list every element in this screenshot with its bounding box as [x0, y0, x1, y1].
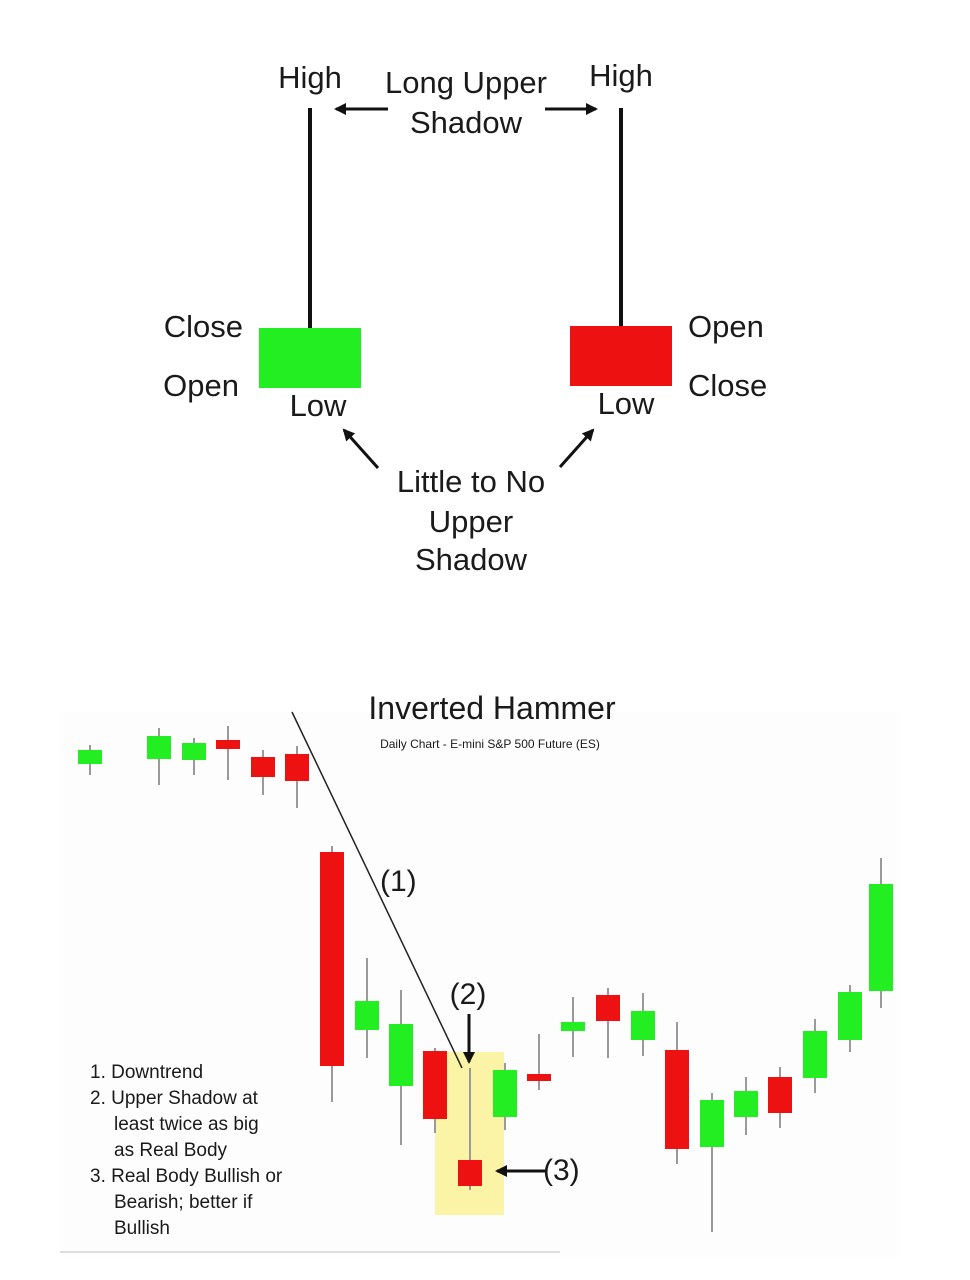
lower-shadow-note-line-1: Little to No [397, 464, 545, 499]
candle-22-body [838, 992, 862, 1040]
candle-17-body [665, 1050, 689, 1149]
callout-1-label: (1) [380, 865, 417, 898]
candle-10-body [423, 1051, 447, 1119]
note-3-line-1: 3. Real Body Bullish or [90, 1166, 283, 1187]
candle-19-body [734, 1091, 758, 1117]
candle-12-body [493, 1070, 517, 1117]
callout-2-label: (2) [450, 978, 487, 1011]
chart-title: Inverted Hammer [368, 690, 616, 726]
right-candle-low-label: Low [598, 386, 655, 421]
candle-23-body [869, 884, 893, 991]
candle-4-body [216, 740, 240, 749]
candle-7-body [320, 852, 344, 1066]
left-candle-high-label: High [278, 60, 342, 95]
candle-5-body [251, 757, 275, 777]
candle-18-body [700, 1100, 724, 1147]
left-candle-close-label: Close [164, 309, 243, 344]
upper-shadow-note: Long Upper Shadow [334, 65, 598, 140]
up-left-arrow [342, 428, 380, 470]
note-1-line-1: 1. Downtrend [90, 1062, 203, 1083]
bottom-chart: Inverted Hammer Daily Chart - E-mini S&P… [60, 690, 900, 1257]
callout-3-label: (3) [543, 1154, 580, 1187]
lower-shadow-note: Little to No Upper Shadow [342, 428, 595, 577]
note-2-line-3: as Real Body [114, 1140, 228, 1161]
right-candle-open-label: Open [688, 309, 764, 344]
right-candle-close-label: Close [688, 368, 767, 403]
candle-14-body [561, 1022, 585, 1031]
left-candle-body [259, 328, 361, 388]
candles [78, 726, 893, 1232]
candle-1-body [78, 750, 102, 764]
left-candle-low-label: Low [290, 388, 347, 423]
top-diagram: High Close Open Low High Open Close Low … [163, 58, 767, 577]
candle-8-body [355, 1001, 379, 1030]
candle-21-body [803, 1031, 827, 1078]
lower-shadow-note-line-3: Shadow [415, 542, 528, 577]
left-candle: High Close Open Low [163, 60, 361, 423]
candle-13-body [527, 1074, 551, 1081]
upper-shadow-note-line-1: Long Upper [385, 65, 547, 100]
note-2-line-1: 2. Upper Shadow at [90, 1088, 259, 1109]
right-candle: High Open Close Low [570, 58, 767, 421]
left-candle-open-label: Open [163, 368, 239, 403]
downtrend-line [291, 711, 463, 1069]
note-3-line-2: Bearish; better if [114, 1192, 253, 1213]
candle-20-body [768, 1077, 792, 1113]
candle-2-body [147, 736, 171, 759]
up-right-arrow [558, 428, 595, 468]
candle-9-body [389, 1024, 413, 1086]
candle-16-body [631, 1011, 655, 1040]
candle-6-body [285, 754, 309, 781]
candle-11-body [458, 1160, 482, 1186]
pattern-notes: 1. Downtrend 2. Upper Shadow at least tw… [90, 1062, 283, 1239]
right-candle-body [570, 326, 672, 386]
candle-15-body [596, 995, 620, 1021]
note-2-line-2: least twice as big [114, 1114, 259, 1135]
note-3-line-3: Bullish [114, 1218, 170, 1239]
upper-shadow-note-line-2: Shadow [410, 105, 523, 140]
chart-subtitle: Daily Chart - E-mini S&P 500 Future (ES) [380, 737, 600, 751]
candle-3-body [182, 743, 206, 760]
right-candle-high-label: High [589, 58, 653, 93]
lower-shadow-note-line-2: Upper [429, 504, 513, 539]
